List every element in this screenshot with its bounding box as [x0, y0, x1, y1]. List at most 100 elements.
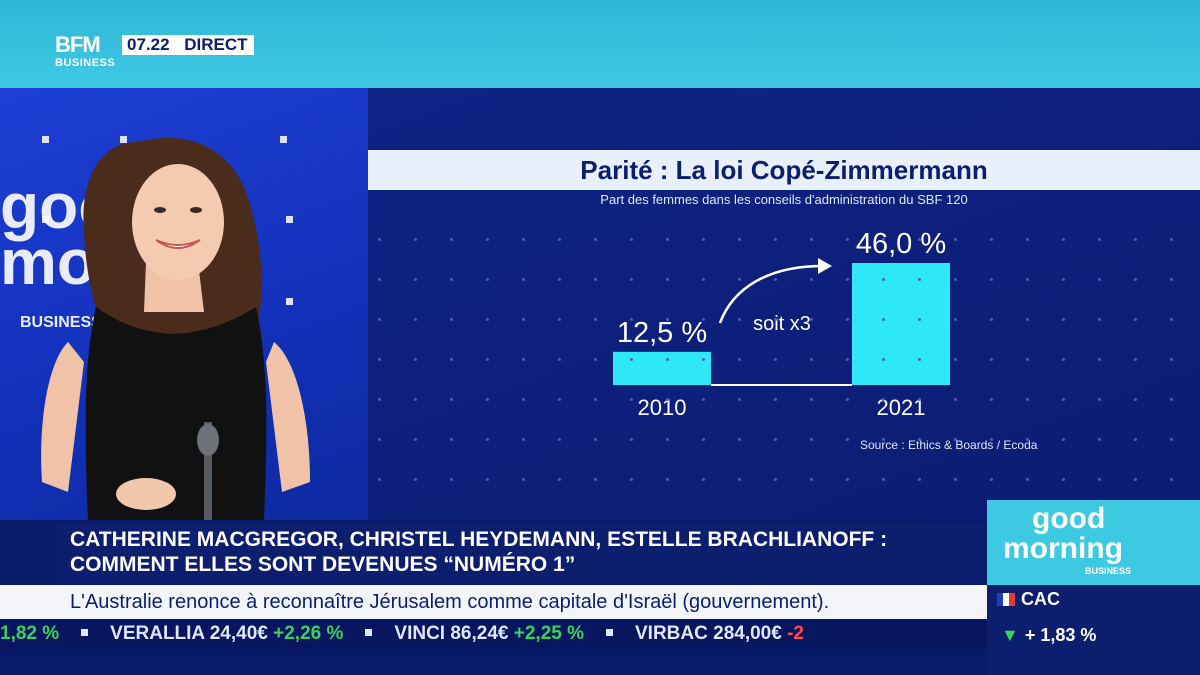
grid-dot	[522, 238, 525, 241]
grid-dot	[486, 438, 489, 441]
grid-dot	[666, 438, 669, 441]
grid-dot	[522, 478, 525, 481]
bar-2010	[613, 351, 711, 385]
grid-dot	[594, 358, 597, 361]
grid-dot	[774, 238, 777, 241]
grid-dot	[414, 438, 417, 441]
deco-dot	[280, 136, 287, 143]
grid-dot	[666, 318, 669, 321]
index-name: CAC	[1021, 589, 1060, 609]
index-change: ▼ + 1,83 %	[1001, 625, 1096, 646]
grid-dot	[1098, 278, 1101, 281]
grid-dot	[774, 438, 777, 441]
grid-dot	[1098, 398, 1101, 401]
deco-dot	[120, 136, 127, 143]
grid-dot	[882, 318, 885, 321]
grid-dot	[1062, 438, 1065, 441]
grid-dot	[666, 358, 669, 361]
grid-dot	[486, 478, 489, 481]
grid-dot	[1098, 318, 1101, 321]
grid-dot	[954, 358, 957, 361]
ticker-stock-name: VERALLIA	[110, 623, 210, 644]
grid-dot	[954, 398, 957, 401]
grid-dot	[378, 398, 381, 401]
bar-value-label: 12,5 %	[617, 317, 707, 349]
news-text: L'Australie renonce à reconnaître Jérusa…	[70, 591, 830, 613]
grid-dot	[882, 478, 885, 481]
grid-dot	[558, 358, 561, 361]
show-brand-line3: BUSINESS	[1085, 566, 1132, 576]
grid-dot	[594, 398, 597, 401]
show-brand-line1: good	[1032, 502, 1106, 535]
grid-dot	[1026, 238, 1029, 241]
grid-dot	[702, 478, 705, 481]
headline-text: Catherine MacGregor, Christel Heydemann,…	[70, 527, 980, 577]
france-flag-icon	[997, 593, 1015, 606]
show-brand-box: good morning BUSINESS	[987, 500, 1200, 585]
grid-dot	[1026, 478, 1029, 481]
grid-dot	[1062, 398, 1065, 401]
grid-dot	[882, 278, 885, 281]
grid-dot	[738, 438, 741, 441]
grid-dot	[630, 358, 633, 361]
grid-dot	[522, 318, 525, 321]
grid-dot	[882, 358, 885, 361]
grid-dot	[702, 398, 705, 401]
live-clock: 07.22 DIRECT	[122, 35, 254, 55]
grid-dot	[918, 478, 921, 481]
grid-dot	[1134, 438, 1137, 441]
clock-time: 07.22	[127, 35, 170, 54]
grid-dot	[378, 438, 381, 441]
grid-dot	[486, 398, 489, 401]
grid-dot	[990, 438, 993, 441]
grid-dot	[414, 238, 417, 241]
grid-dot	[630, 318, 633, 321]
grid-dot	[882, 238, 885, 241]
ticker-stock-price: 24,40€	[209, 623, 274, 644]
grid-dot	[414, 398, 417, 401]
grid-dot	[738, 398, 741, 401]
grid-dot	[594, 438, 597, 441]
grid-dot	[666, 278, 669, 281]
grid-dot	[846, 478, 849, 481]
grid-dot	[1026, 438, 1029, 441]
grid-dot	[1098, 438, 1101, 441]
grid-dot	[954, 278, 957, 281]
grid-dot	[738, 358, 741, 361]
ticker-stock-price: 284,00€	[713, 623, 788, 644]
grid-dot	[1062, 318, 1065, 321]
grid-dot	[990, 358, 993, 361]
channel-logo: BFM BUSINESS	[55, 34, 117, 74]
grid-dot	[450, 478, 453, 481]
ticker-stock-name: VIRBAC	[635, 623, 714, 644]
grid-dot	[1026, 278, 1029, 281]
grid-dot	[630, 278, 633, 281]
grid-dot	[702, 238, 705, 241]
bar-value-label: 46,0 %	[856, 228, 946, 260]
grid-dot	[954, 318, 957, 321]
grid-dot	[486, 358, 489, 361]
grid-dot	[846, 318, 849, 321]
grid-dot	[954, 438, 957, 441]
grid-dot	[450, 438, 453, 441]
grid-dot	[666, 398, 669, 401]
grid-dot	[954, 238, 957, 241]
grid-dot	[486, 238, 489, 241]
studio-brand-line3: BUSINESS	[20, 314, 102, 331]
grid-dot	[738, 478, 741, 481]
headline-bar	[57, 523, 987, 583]
grid-dot	[774, 318, 777, 321]
grid-dot	[1170, 278, 1173, 281]
grid-dot	[666, 238, 669, 241]
grid-dot	[378, 358, 381, 361]
grid-dot	[1170, 358, 1173, 361]
stock-ticker: 1,82 % VERALLIA 24,40€ +2,26 % VINCI 86,24…	[0, 619, 987, 649]
grid-dot	[1170, 238, 1173, 241]
grid-dot	[846, 398, 849, 401]
grid-dot	[1170, 318, 1173, 321]
grid-dot	[1026, 358, 1029, 361]
grid-dot	[810, 238, 813, 241]
show-brand-line2: morning	[1003, 532, 1123, 565]
grid-dot	[810, 478, 813, 481]
